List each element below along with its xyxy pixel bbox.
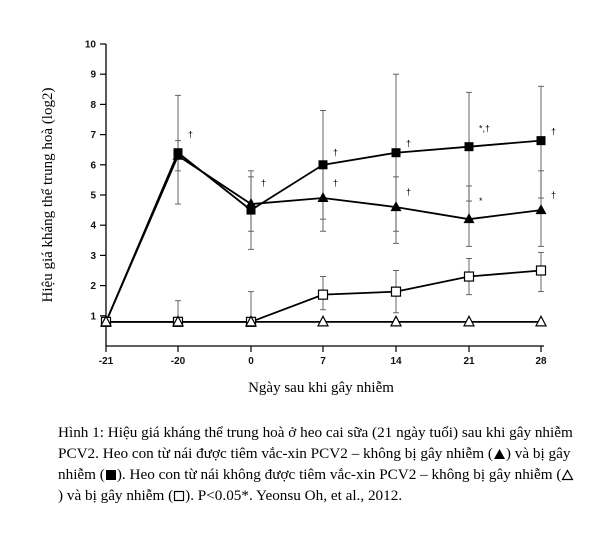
data-point bbox=[390, 315, 402, 327]
data-point bbox=[535, 265, 547, 276]
x-tick-label: 14 bbox=[390, 356, 402, 367]
data-point bbox=[536, 136, 546, 146]
data-point bbox=[463, 213, 475, 224]
open-triangle-icon bbox=[561, 469, 574, 481]
significance-label: † bbox=[333, 148, 338, 158]
y-tick-label: 4 bbox=[90, 221, 96, 232]
y-tick-label: 5 bbox=[90, 191, 96, 202]
axes: 1 2 3 4 5 6 7 8 9 10 -21 -20 0 7 14 21 28 bbox=[85, 40, 547, 368]
series-layer bbox=[100, 73, 547, 327]
data-point bbox=[172, 149, 184, 160]
error-bars-unvaccinated_infected bbox=[175, 251, 544, 323]
data-point bbox=[317, 315, 329, 327]
annotations: † † † † † † *,† * † † bbox=[188, 124, 556, 206]
data-point bbox=[245, 315, 257, 327]
data-point bbox=[463, 271, 475, 282]
markers-vaccinated_uninfected bbox=[100, 149, 547, 326]
y-tick-label: 9 bbox=[90, 70, 96, 81]
data-point bbox=[391, 148, 401, 158]
x-tick-label: -20 bbox=[171, 356, 186, 367]
y-tick-label: 6 bbox=[90, 160, 96, 171]
x-tick-label: 21 bbox=[463, 356, 475, 367]
caption-text-2: ) và bị gây nhiễm ( bbox=[58, 445, 571, 483]
x-tick-label: -21 bbox=[99, 356, 114, 367]
x-ticks: -21 -20 0 7 14 21 28 bbox=[99, 346, 547, 367]
y-tick-label: 8 bbox=[90, 100, 96, 111]
y-tick-label: 3 bbox=[90, 251, 96, 262]
caption-text-5: ). P<0.05*. Yeonsu Oh, et al., 2012. bbox=[185, 487, 403, 504]
chart: 1 2 3 4 5 6 7 8 9 10 -21 -20 0 7 14 21 28 † † † † † † *,† * †† … bbox=[40, 40, 556, 397]
figure-caption: Hình 1: Hiệu giá kháng thể trung hoà ở h… bbox=[58, 422, 578, 506]
data-point bbox=[535, 204, 547, 215]
x-tick-label: 28 bbox=[535, 356, 547, 367]
y-ticks: 1 2 3 4 5 6 7 8 9 10 bbox=[85, 40, 106, 322]
data-point bbox=[390, 201, 402, 212]
filled-square-icon bbox=[105, 470, 116, 480]
caption-text-4: ) và bị gây nhiễm ( bbox=[58, 487, 174, 504]
error-bars-vaccinated_infected bbox=[175, 73, 544, 250]
significance-label: † bbox=[406, 139, 411, 149]
significance-label: † bbox=[333, 178, 338, 188]
data-point bbox=[535, 315, 547, 327]
data-point bbox=[317, 289, 329, 300]
data-point bbox=[318, 160, 328, 170]
data-point bbox=[246, 205, 256, 215]
significance-label: † bbox=[188, 130, 193, 140]
data-point bbox=[317, 192, 329, 203]
caption-text-1: Hình 1: Hiệu giá kháng thể trung hoà ở h… bbox=[58, 424, 573, 462]
x-tick-label: 0 bbox=[248, 356, 254, 367]
significance-label: † bbox=[261, 178, 266, 188]
y-tick-label: 2 bbox=[90, 281, 96, 292]
x-tick-label: 7 bbox=[320, 356, 326, 367]
significance-label: † bbox=[406, 187, 411, 197]
data-point bbox=[172, 315, 184, 327]
data-point bbox=[463, 315, 475, 327]
significance-label: * bbox=[479, 196, 483, 206]
open-square-icon bbox=[174, 490, 185, 502]
x-axis-title: Ngày sau khi gây nhiễm bbox=[248, 380, 394, 396]
y-tick-label: 10 bbox=[85, 40, 97, 51]
data-point bbox=[100, 315, 112, 327]
markers-unvaccinated_uninfected bbox=[100, 315, 547, 327]
y-axis-title: Hiệu giá kháng thể trung hoà (log2) bbox=[40, 88, 56, 303]
y-tick-label: 7 bbox=[90, 130, 96, 141]
data-point bbox=[245, 198, 257, 209]
filled-triangle-icon bbox=[493, 449, 505, 459]
significance-label: *,† bbox=[479, 124, 490, 134]
caption-text-3: ). Heo con từ nái không được tiêm vắc-xi… bbox=[116, 466, 562, 483]
y-tick-label: 1 bbox=[90, 311, 96, 322]
data-point bbox=[464, 142, 474, 152]
data-point bbox=[390, 286, 402, 297]
significance-label: † bbox=[551, 190, 556, 200]
significance-label: † bbox=[551, 127, 556, 137]
